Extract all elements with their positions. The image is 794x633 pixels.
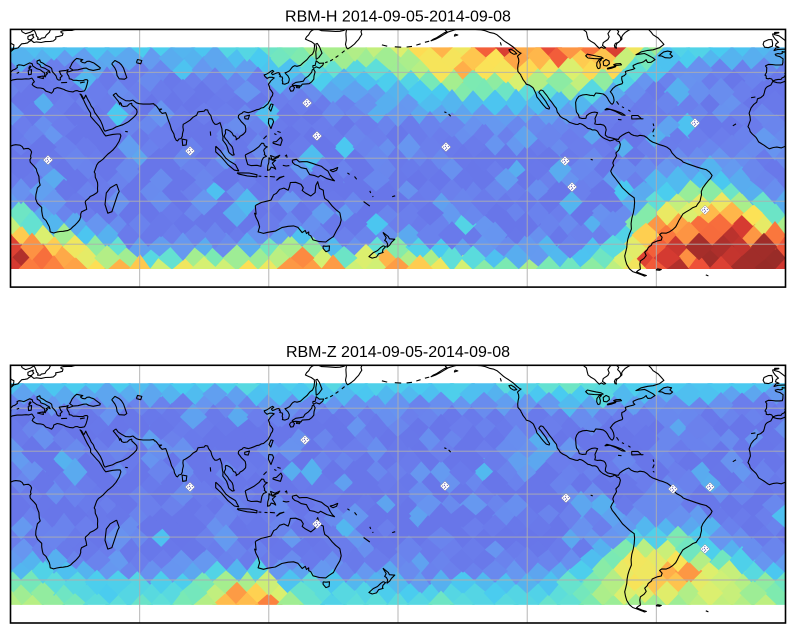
svg-text:RBM-H 2014-09-05-2014-09-08: RBM-H 2014-09-05-2014-09-08 [285,9,511,26]
svg-text:RBM-Z 2014-09-05-2014-09-08: RBM-Z 2014-09-05-2014-09-08 [286,344,510,361]
